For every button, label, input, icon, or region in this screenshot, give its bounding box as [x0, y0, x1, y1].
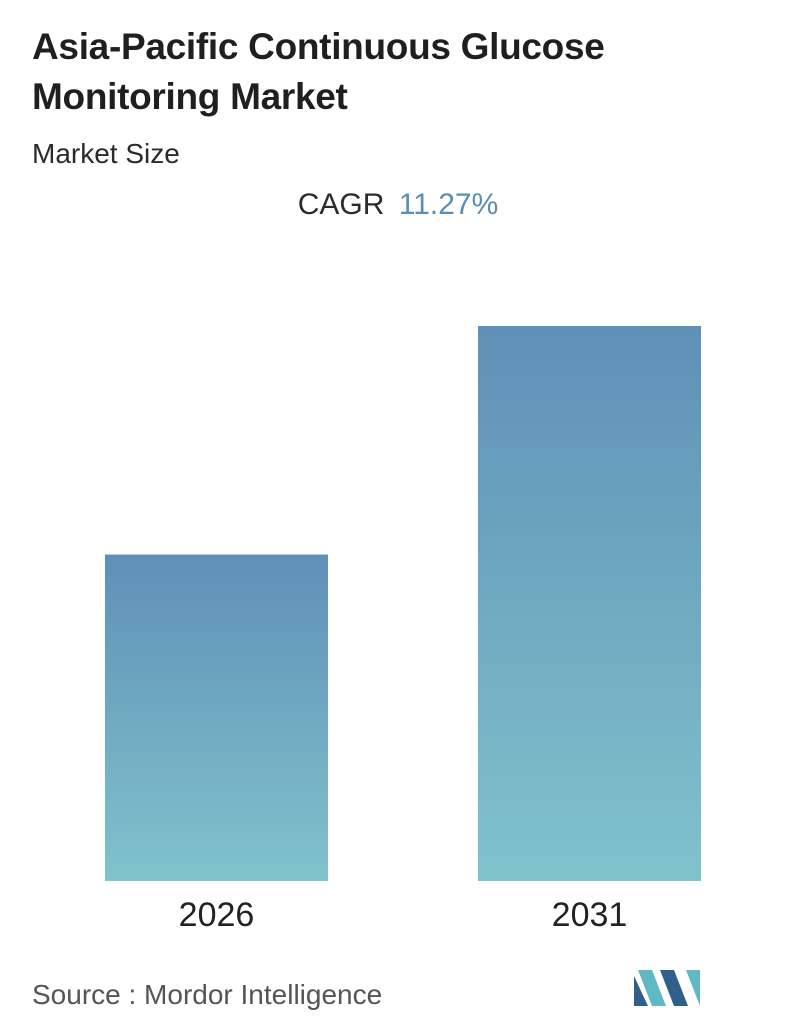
source-text: Source : Mordor Intelligence	[32, 979, 383, 1010]
bar-2026	[105, 554, 328, 881]
chart-title: Asia-Pacific Continuous Glucose Monitori…	[32, 26, 605, 117]
logo-shape-mid	[638, 970, 666, 1006]
bars-group	[105, 326, 701, 881]
cagr-label: CAGR	[297, 188, 385, 221]
logo-shape-right	[660, 970, 688, 1006]
x-tick-label: 2026	[179, 896, 255, 934]
x-tick-label: 2031	[552, 896, 628, 934]
logo-shape-left	[634, 976, 648, 1006]
mordor-intelligence-logo-icon	[634, 970, 700, 1006]
x-axis-ticks: 2026 2031	[179, 896, 628, 934]
bar-chart: 2026 2031	[105, 326, 701, 934]
bar-2031	[478, 326, 701, 881]
cagr-annotation: CAGR 11.27%	[0, 188, 796, 222]
logo-shape-edge	[686, 970, 700, 1006]
cagr-value: 11.27%	[398, 188, 499, 221]
chart-subtitle: Market Size	[32, 138, 180, 169]
